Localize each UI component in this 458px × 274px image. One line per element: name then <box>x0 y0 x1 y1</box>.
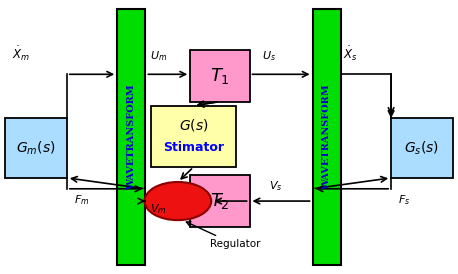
Bar <box>117 9 146 265</box>
Ellipse shape <box>145 182 211 220</box>
Text: $T_1$: $T_1$ <box>210 66 230 86</box>
Text: $\dot{X}_m$: $\dot{X}_m$ <box>12 45 30 63</box>
Bar <box>152 106 236 167</box>
Bar <box>312 9 341 265</box>
Bar <box>5 118 67 178</box>
Text: $T_2$: $T_2$ <box>210 191 230 211</box>
Text: $G_m(s)$: $G_m(s)$ <box>16 139 56 157</box>
Text: WAVETRANSFORM: WAVETRANSFORM <box>127 84 136 190</box>
Text: Stimator: Stimator <box>163 141 224 154</box>
Bar <box>391 118 453 178</box>
Bar <box>190 50 250 102</box>
Text: Regulator: Regulator <box>186 222 260 249</box>
Text: $F_s$: $F_s$ <box>398 193 410 207</box>
Text: WAVETRANSFORM: WAVETRANSFORM <box>322 84 331 190</box>
Text: $G(s)$: $G(s)$ <box>179 117 208 133</box>
Text: $U_m$: $U_m$ <box>150 50 167 63</box>
Text: $U_s$: $U_s$ <box>262 50 276 63</box>
Text: $F_m$: $F_m$ <box>74 193 89 207</box>
Bar <box>190 175 250 227</box>
Text: $G_s(s)$: $G_s(s)$ <box>404 139 439 157</box>
Text: $\dot{X}_s$: $\dot{X}_s$ <box>343 45 358 63</box>
Text: $V_m$: $V_m$ <box>150 202 167 216</box>
Text: $V_s$: $V_s$ <box>269 179 283 193</box>
